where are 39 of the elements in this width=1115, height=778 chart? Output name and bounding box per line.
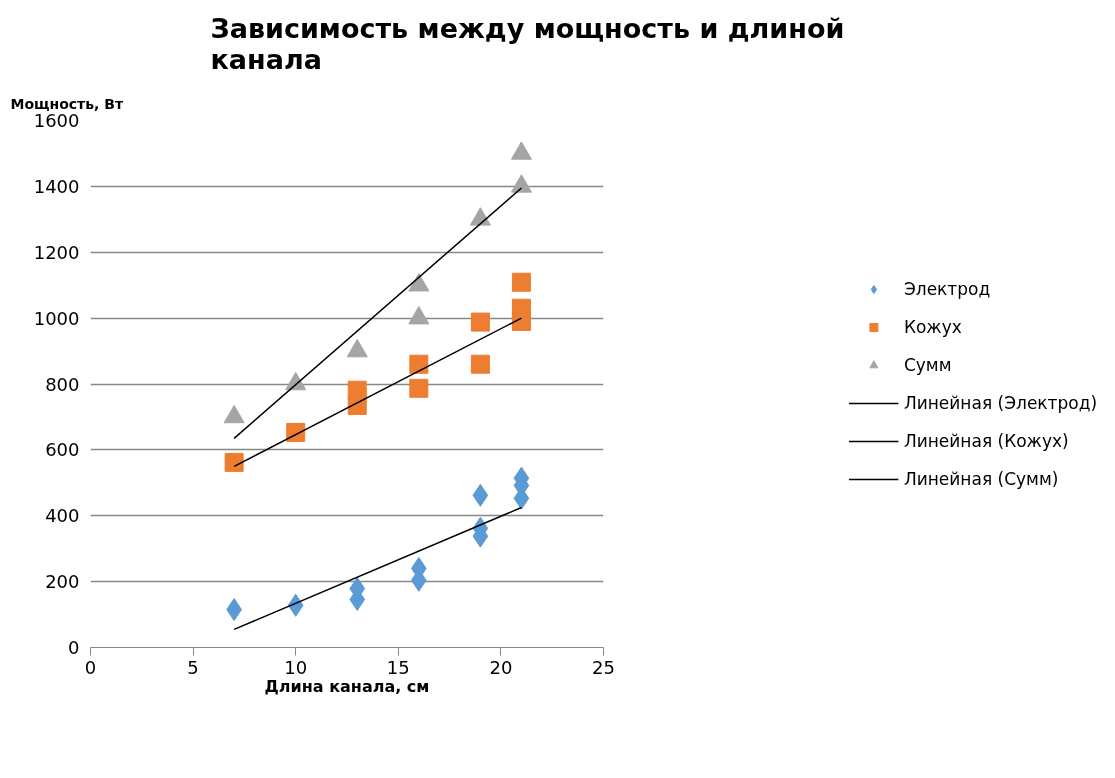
point	[286, 422, 306, 442]
legend-label: Сумм	[903, 354, 952, 375]
point	[408, 306, 430, 325]
x-tick-label: 5	[187, 656, 199, 678]
legend-label: Линейная (Электрод)	[903, 392, 1098, 413]
y-tick-label: 1200	[33, 241, 80, 263]
point	[469, 207, 491, 226]
x-tick-label: 0	[84, 656, 97, 678]
point	[409, 354, 429, 374]
point	[408, 273, 430, 292]
legend-label: Линейная (Сумм)	[903, 468, 1059, 489]
y-tick-label: 600	[45, 439, 80, 461]
point	[470, 354, 490, 374]
point	[346, 339, 368, 358]
y-tick-label: 1400	[33, 175, 80, 197]
point	[224, 452, 244, 472]
point	[511, 311, 531, 331]
point	[409, 378, 429, 398]
point	[510, 174, 532, 193]
legend-label: Электрод	[903, 278, 991, 299]
y-tick-label: 800	[45, 373, 80, 395]
point	[472, 483, 489, 507]
chart-title: Зависимость между мощность и длиной канала	[210, 12, 845, 75]
x-tick-label: 15	[386, 656, 410, 678]
y-tick-label: 0	[68, 637, 80, 658]
legend-label: Линейная (Кожух)	[903, 430, 1069, 451]
y-tick-label: 200	[45, 571, 80, 593]
x-tick-label: 10	[284, 656, 308, 678]
point	[470, 312, 490, 332]
y-tick-label: 1000	[33, 307, 80, 329]
y-axis-title: Мощность, Вт	[10, 95, 124, 112]
point	[511, 272, 531, 292]
x-tick-label: 25	[592, 656, 615, 678]
y-tick-label: 400	[45, 505, 80, 527]
y-tick-label: 1600	[33, 110, 80, 131]
legend-label: Кожух	[903, 316, 962, 337]
point	[510, 141, 532, 160]
x-tick-label: 20	[489, 656, 513, 678]
x-axis-title: Длина канала, см	[264, 676, 430, 696]
